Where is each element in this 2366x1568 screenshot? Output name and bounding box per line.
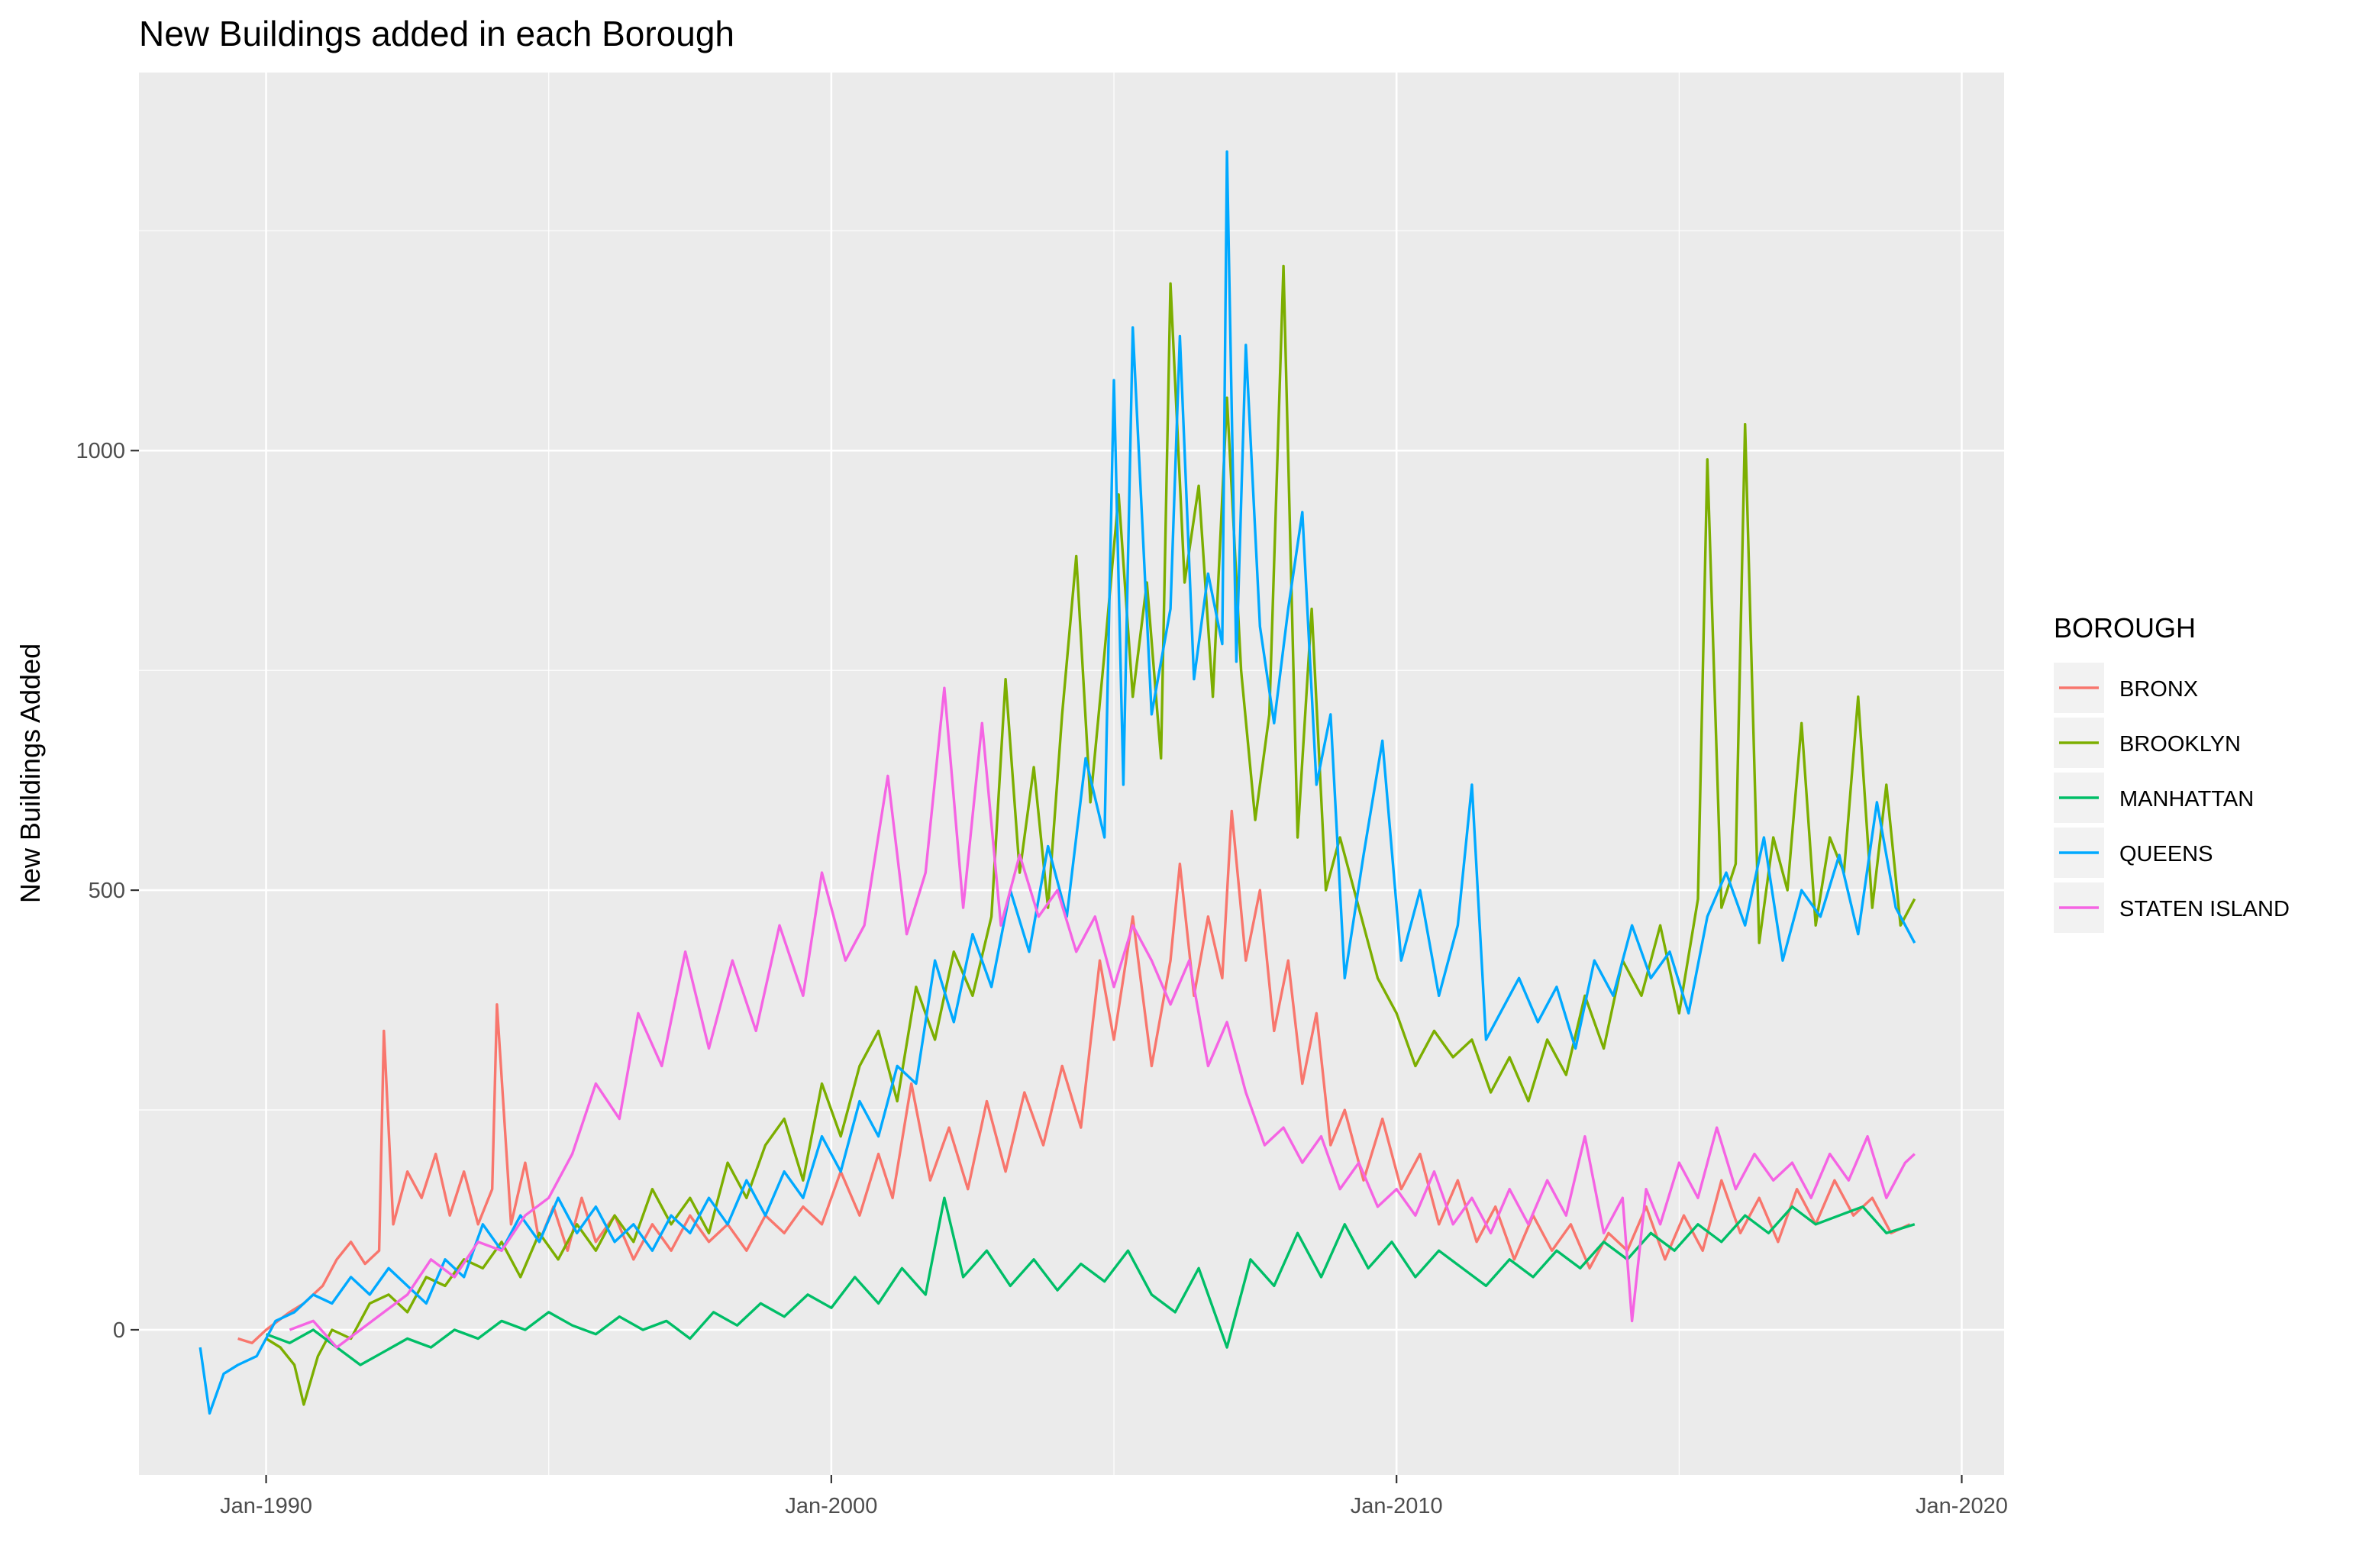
- series-line-brooklyn: [265, 264, 1916, 1406]
- series-lines: [199, 150, 1916, 1415]
- y-axis-title: New Buildings Added: [15, 644, 46, 903]
- legend-title: BOROUGH: [2054, 612, 2196, 644]
- minor-gridlines: [139, 73, 2004, 1475]
- legend-label-bronx: BRONX: [2119, 677, 2198, 702]
- x-axis: Jan-1990 Jan-2000 Jan-2010 Jan-2020: [220, 1475, 2008, 1518]
- legend-label-manhattan: MANHATTAN: [2119, 787, 2254, 811]
- x-tick-label: Jan-2020: [1916, 1494, 2008, 1518]
- major-gridlines: [139, 73, 2004, 1475]
- x-tick-label: Jan-2000: [785, 1494, 877, 1518]
- chart-title: New Buildings added in each Borough: [139, 14, 734, 53]
- plot-panel: [139, 73, 2004, 1475]
- legend: BRONX BROOKLYN MANHATTAN QUEENS STATEN ISLAN…: [2054, 663, 2290, 933]
- legend-label-staten-island: STATEN ISLAND: [2119, 897, 2290, 921]
- x-tick-label: Jan-2010: [1351, 1494, 1443, 1518]
- legend-label-queens: QUEENS: [2119, 842, 2213, 866]
- series-line-staten-island: [289, 686, 1916, 1349]
- y-tick-label: 500: [89, 879, 125, 903]
- y-tick-label: 0: [113, 1318, 125, 1343]
- legend-label-brooklyn: BROOKLYN: [2119, 732, 2241, 757]
- series-line-queens: [199, 150, 1916, 1415]
- series-line-bronx: [237, 809, 1911, 1344]
- x-tick-label: Jan-1990: [220, 1494, 312, 1518]
- series-line-manhattan: [266, 1196, 1916, 1366]
- y-tick-label: 1000: [76, 439, 125, 463]
- y-axis: 0 500 1000: [76, 439, 139, 1343]
